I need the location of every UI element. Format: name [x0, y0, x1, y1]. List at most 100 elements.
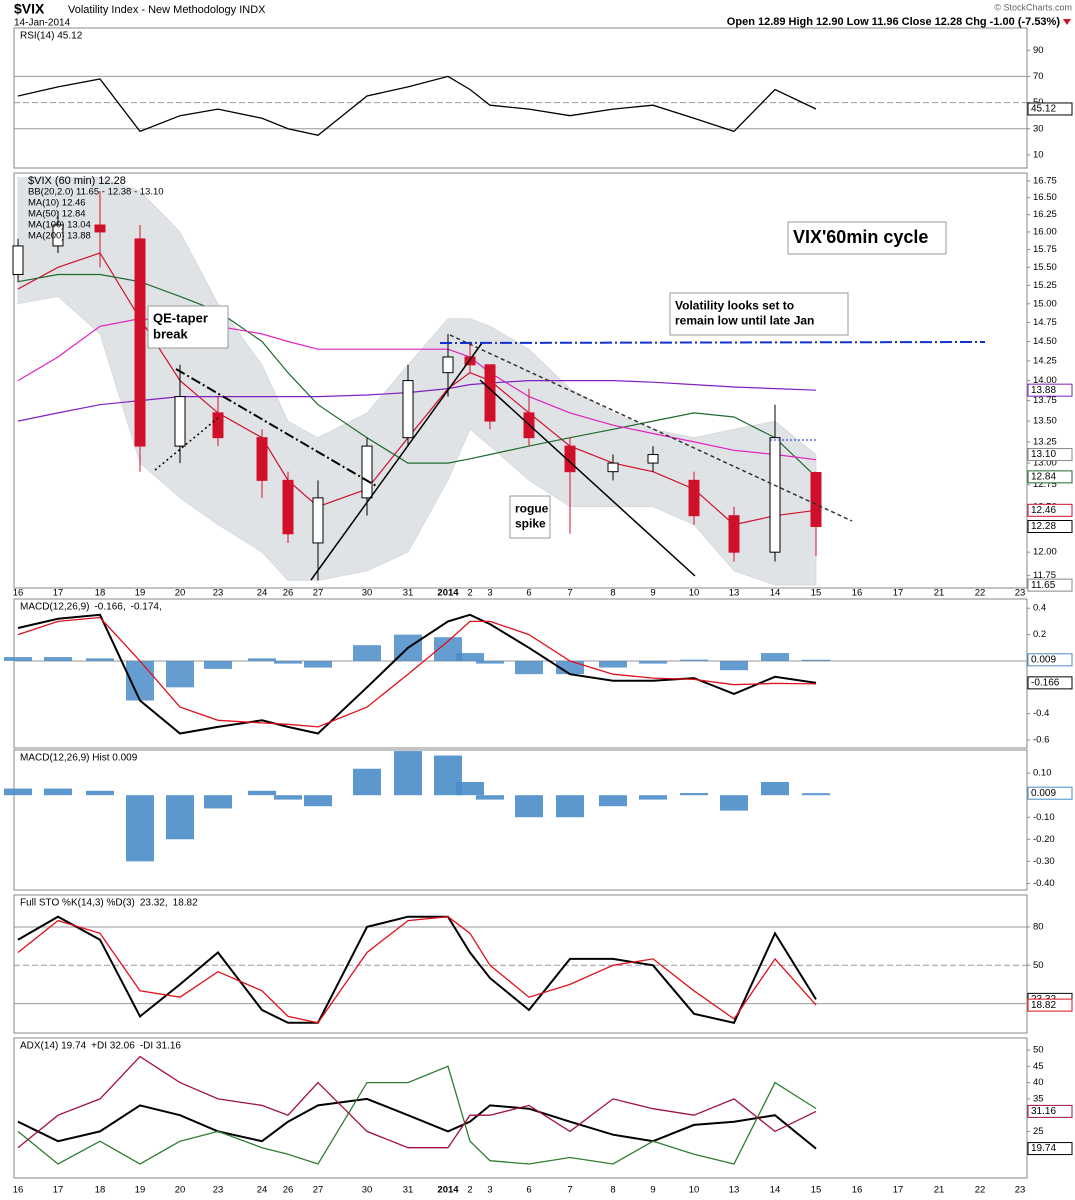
histogram-bar — [556, 795, 584, 818]
y-tick-label: 0.4 — [1033, 603, 1046, 614]
y-tick-label: 13.25 — [1033, 436, 1057, 447]
legend-entry: MA(100) 13.04 — [28, 220, 91, 231]
panel-frames — [13, 27, 1028, 1179]
line-series — [17, 75, 817, 137]
candle-body — [564, 445, 576, 473]
candle-body — [442, 356, 454, 374]
x-tick-label: 26 — [283, 588, 294, 599]
annotation-text: Volatility looks set to — [675, 299, 794, 313]
x-tick-label: 14 — [770, 588, 781, 599]
x-tick-label: 23 — [213, 588, 224, 599]
x-tick-label: 16 — [852, 1185, 863, 1196]
y-tick-label: 14.75 — [1033, 317, 1057, 328]
x-tick-label: 27 — [313, 1185, 324, 1196]
value-badge — [1027, 448, 1073, 462]
panel — [13, 894, 1028, 1034]
legend-entry: RSI(14) 45.12 — [20, 31, 83, 42]
histogram-bar — [353, 645, 381, 661]
x-tick-label: 31 — [403, 588, 414, 599]
symbol: $VIX — [14, 1, 45, 17]
x-tick-label: 7 — [567, 588, 572, 599]
histogram-bar — [476, 660, 504, 664]
y-tick-label: 15.75 — [1033, 244, 1057, 255]
legend-entry: -DI 31.16 — [140, 1041, 182, 1052]
quote: Open 12.89 High 12.90 Low 11.96 Close 12… — [727, 16, 1061, 28]
y-tick-label: 30 — [1033, 123, 1044, 134]
x-tick-label: 22 — [975, 588, 986, 599]
y-tick-label: 16.50 — [1033, 192, 1057, 203]
y-tick-label: 13.75 — [1033, 395, 1057, 406]
histogram-bar — [166, 660, 194, 688]
candle-body — [607, 462, 619, 473]
x-tick-label: 18 — [95, 588, 106, 599]
x-tick-label: 17 — [893, 1185, 904, 1196]
histogram-bar — [515, 660, 543, 675]
y-tick-label: -0.4 — [1033, 708, 1049, 719]
y-tick-label: 25 — [1033, 1126, 1044, 1137]
histogram-bar — [434, 637, 462, 661]
candle-body — [361, 445, 373, 499]
moving-average — [17, 252, 817, 526]
x-tick-label: 6 — [526, 588, 531, 599]
y-tick-label: 10 — [1033, 149, 1044, 160]
y-tick-label: 11.75 — [1033, 570, 1056, 581]
value-badge — [1027, 470, 1073, 484]
histogram-bar — [248, 658, 276, 661]
value-badge — [1027, 383, 1073, 397]
histogram-bar — [44, 657, 72, 661]
histogram-bar — [639, 795, 667, 800]
line-series — [17, 616, 817, 728]
y-tick-label: 40 — [1033, 1077, 1044, 1088]
histogram-bar — [761, 781, 789, 796]
value-badge-label: 0.009 — [1031, 654, 1056, 665]
value-badge-label: 13.10 — [1031, 449, 1056, 460]
x-tick-label: 13 — [729, 588, 740, 599]
histogram-bar — [639, 660, 667, 664]
y-tick-label: 13.00 — [1033, 458, 1057, 469]
histogram-bar — [515, 795, 543, 818]
y-tick-label: 14.25 — [1033, 355, 1057, 366]
x-tick-label: 3 — [487, 1185, 492, 1196]
candle-body — [52, 224, 64, 247]
legend-entry: Full STO %K(14,3) %D(3) — [20, 898, 135, 909]
x-tick-label: 24 — [257, 1185, 268, 1196]
y-tick-label: 50 — [1033, 960, 1044, 971]
y-tick-label: -0.40 — [1033, 878, 1055, 889]
y-tick-label: 15.25 — [1033, 280, 1057, 291]
legend-entry: MACD(12,26,9) — [20, 602, 89, 613]
x-tick-label: 7 — [567, 1185, 572, 1196]
value-badge-label: 11.65 — [1031, 580, 1056, 591]
line-series — [17, 915, 817, 1024]
value-badge — [1027, 1142, 1073, 1156]
panel — [13, 27, 1028, 169]
legend-entry: -0.174, — [131, 602, 162, 613]
annotation-box — [669, 292, 849, 336]
x-tick-label: 3 — [487, 588, 492, 599]
histogram-bar — [4, 657, 32, 661]
histogram-bar — [456, 781, 484, 796]
histogram-bar — [353, 768, 381, 796]
histogram-bar — [720, 660, 748, 671]
x-tick-label: 15 — [811, 1185, 822, 1196]
y-tick-label: 70 — [1033, 71, 1044, 82]
y-tick-label: -0.10 — [1033, 812, 1055, 823]
candle-body — [728, 515, 740, 553]
annotation-text: VIX'60min cycle — [793, 227, 928, 247]
histogram-bar — [204, 795, 232, 809]
y-tick-label: 15.50 — [1033, 262, 1057, 273]
value-badge-label: 45.12 — [1031, 104, 1056, 115]
legend-entry: 23.32, — [140, 898, 168, 909]
candle-body — [12, 245, 24, 275]
value-badge — [1027, 578, 1073, 592]
value-badge — [1027, 676, 1073, 690]
y-tick-label: 80 — [1033, 921, 1044, 932]
annotation-text: QE-taper — [153, 310, 208, 325]
histogram-bar — [304, 795, 332, 807]
x-tick-label: 8 — [610, 588, 615, 599]
x-tick-label: 22 — [975, 1185, 986, 1196]
x-tick-label: 9 — [650, 588, 655, 599]
annotation-text: rogue — [515, 502, 549, 516]
value-badge-label: 0.009 — [1031, 788, 1056, 799]
x-tick-label: 2014 — [437, 588, 459, 599]
